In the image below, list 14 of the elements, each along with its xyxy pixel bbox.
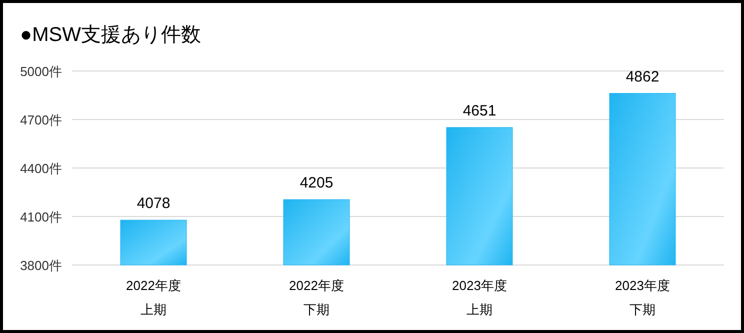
y-tick-label: 4100件 <box>20 210 62 224</box>
data-label: 4651 <box>462 102 496 120</box>
x-tick-label: 2022年度下期 <box>288 277 345 319</box>
y-tick-label: 3800件 <box>20 258 62 273</box>
x-tick-label: 2023年度下期 <box>614 277 671 319</box>
data-label: 4862 <box>626 68 660 86</box>
chart-title: ●MSW支援あり件数 <box>20 24 201 46</box>
data-label: 4078 <box>136 195 170 212</box>
y-tick-label: 4400件 <box>20 161 62 176</box>
x-tick-label: 2023年度上期 <box>451 277 508 319</box>
y-tick-label: 4700件 <box>20 112 62 128</box>
x-tick-label: 2022年度上期 <box>125 277 182 319</box>
data-label: 4205 <box>300 174 334 192</box>
y-tick-label: 5000件 <box>20 64 62 79</box>
